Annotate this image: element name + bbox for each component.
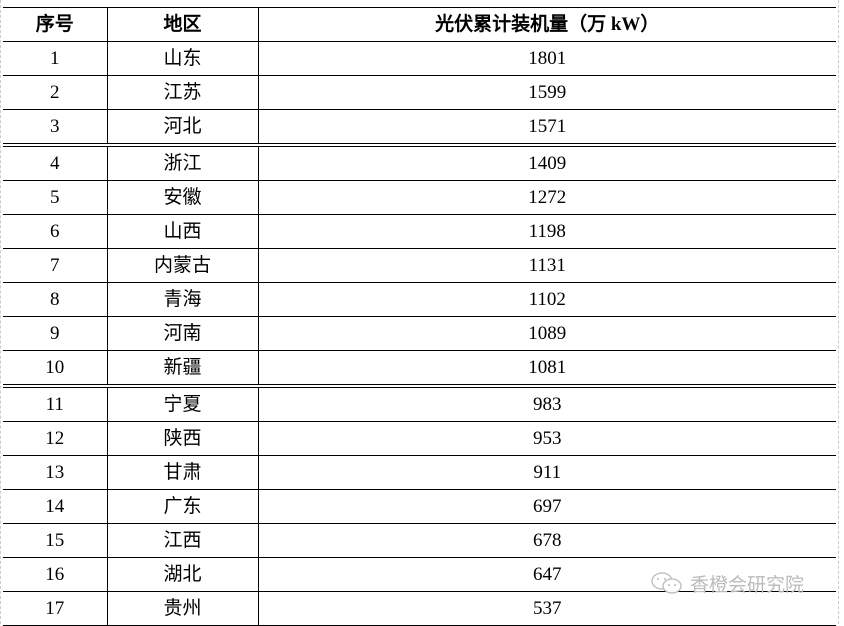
cell-region: 江苏 [106,75,259,110]
table-row: 2 江苏 1599 [3,75,836,110]
cell-index: 3 [3,109,108,147]
table-row: 14 广东 697 [3,489,836,524]
header-index: 序号 [3,7,108,42]
cell-index: 8 [3,282,108,317]
cell-region: 河北 [106,109,259,147]
cell-region: 湖北 [106,557,259,592]
cell-index: 5 [3,180,108,215]
cell-region: 贵州 [106,591,259,626]
watermark-text: 香橙会研究院 [690,574,805,596]
cell-region: 浙江 [106,144,259,181]
cell-capacity: 911 [257,455,836,490]
cell-region: 山西 [106,214,259,249]
cell-index: 7 [3,248,108,283]
table-row: 8 青海 1102 [3,282,836,317]
wechat-icon [650,571,684,597]
cell-capacity: 647 [257,557,836,592]
table-header-row: 序号 地区 光伏累计装机量（万 kW） [3,7,836,42]
cell-capacity: 1081 [257,350,836,388]
cell-index: 9 [3,316,108,351]
cell-capacity: 983 [257,385,836,422]
page-edge-right [838,0,839,624]
table-row: 10 新疆 1081 [3,350,836,388]
cell-index: 13 [3,455,108,490]
cell-region: 河南 [106,316,259,351]
cell-capacity: 1272 [257,180,836,215]
table-row: 7 内蒙古 1131 [3,248,836,283]
cell-capacity: 1571 [257,109,836,147]
cell-capacity: 1102 [257,282,836,317]
watermark: 香橙会研究院 [650,570,804,597]
table-row: 15 江西 678 [3,523,836,558]
table-row: 13 甘肃 911 [3,455,836,490]
cell-region: 内蒙古 [106,248,259,283]
table-row: 12 陕西 953 [3,421,836,456]
cell-index: 17 [3,591,108,626]
page-edge-left [0,0,1,624]
cell-capacity: 953 [257,421,836,456]
table-row: 9 河南 1089 [3,316,836,351]
cell-capacity: 1131 [257,248,836,283]
cell-capacity: 678 [257,523,836,558]
header-capacity: 光伏累计装机量（万 kW） [257,7,836,42]
cell-capacity: 1599 [257,75,836,110]
cell-index: 14 [3,489,108,524]
cell-capacity: 1089 [257,316,836,351]
cell-index: 6 [3,214,108,249]
cell-region: 青海 [106,282,259,317]
cell-index: 4 [3,144,108,181]
header-region: 地区 [106,7,259,42]
table-row: 16 湖北 647 [3,557,836,592]
table-row: 4 浙江 1409 [3,144,836,181]
table-row: 1 山东 1801 [3,41,836,76]
cell-region: 广东 [106,489,259,524]
cell-region: 江西 [106,523,259,558]
cell-index: 1 [3,41,108,76]
cell-capacity: 1198 [257,214,836,249]
cell-index: 15 [3,523,108,558]
cell-index: 2 [3,75,108,110]
cell-index: 10 [3,350,108,388]
table-row: 17 贵州 537 [3,591,836,626]
cell-capacity: 1801 [257,41,836,76]
cell-region: 新疆 [106,350,259,388]
pv-capacity-table: 序号 地区 光伏累计装机量（万 kW） 1 山东 1801 2 江苏 1599 3 河北 157… [3,7,836,626]
cell-region: 宁夏 [106,385,259,422]
table-row: 5 安徽 1272 [3,180,836,215]
cell-index: 11 [3,385,108,422]
table-row: 3 河北 1571 [3,109,836,147]
table-row: 6 山西 1198 [3,214,836,249]
cell-region: 甘肃 [106,455,259,490]
cell-region: 陕西 [106,421,259,456]
cell-index: 16 [3,557,108,592]
cell-capacity: 697 [257,489,836,524]
cell-region: 山东 [106,41,259,76]
cell-index: 12 [3,421,108,456]
cell-capacity: 1409 [257,144,836,181]
cell-region: 安徽 [106,180,259,215]
table-row: 11 宁夏 983 [3,385,836,422]
